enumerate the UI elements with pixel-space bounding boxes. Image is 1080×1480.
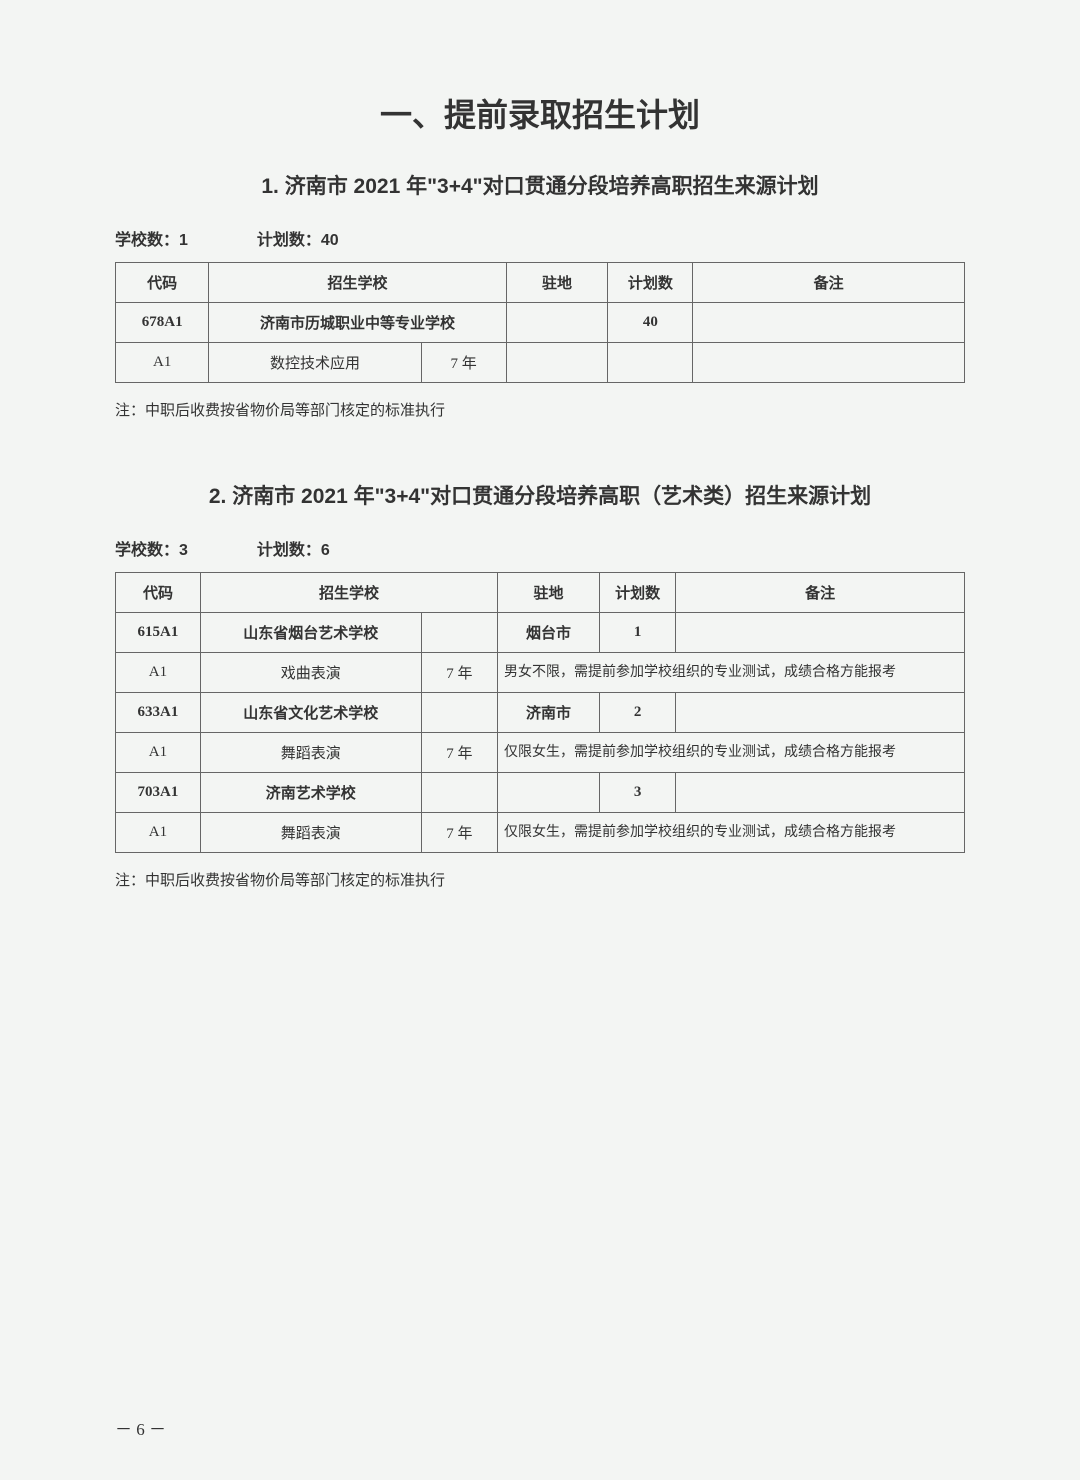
section2-table: 代码 招生学校 驻地 计划数 备注 615A1 山东省烟台艺术学校 烟台市 1 … <box>115 572 965 853</box>
cell-school: 戏曲表演 <box>200 653 421 693</box>
cell-code: A1 <box>116 653 201 693</box>
cell-location: 烟台市 <box>498 613 600 653</box>
section2-title: 2. 济南市 2021 年"3+4"对口贯通分段培养高职（艺术类）招生来源计划 <box>115 480 965 510</box>
meta-school-count: 3 <box>179 542 188 559</box>
table-row: A1 舞蹈表演 7 年 仅限女生，需提前参加学校组织的专业测试，成绩合格方能报考 <box>116 813 965 853</box>
cell-major: 数控技术应用 <box>209 343 421 383</box>
cell-location <box>498 773 600 813</box>
cell-duration: 7 年 <box>421 733 497 773</box>
cell-code: 678A1 <box>116 303 209 343</box>
cell-remark <box>676 693 965 733</box>
cell-duration <box>421 613 497 653</box>
cell-code: 703A1 <box>116 773 201 813</box>
cell-location <box>506 343 608 383</box>
cell-remark <box>693 343 965 383</box>
cell-school: 济南市历城职业中等专业学校 <box>209 303 506 343</box>
table-row: A1 数控技术应用 7 年 <box>116 343 965 383</box>
cell-school: 济南艺术学校 <box>200 773 421 813</box>
col-code: 代码 <box>116 263 209 303</box>
cell-plan: 3 <box>599 773 675 813</box>
cell-remark <box>676 773 965 813</box>
cell-plan: 40 <box>608 303 693 343</box>
cell-remark: 男女不限，需提前参加学校组织的专业测试，成绩合格方能报考 <box>498 653 965 693</box>
cell-remark <box>693 303 965 343</box>
table-header-row: 代码 招生学校 驻地 计划数 备注 <box>116 263 965 303</box>
cell-code: A1 <box>116 813 201 853</box>
col-code: 代码 <box>116 573 201 613</box>
table-row: A1 戏曲表演 7 年 男女不限，需提前参加学校组织的专业测试，成绩合格方能报考 <box>116 653 965 693</box>
cell-code: A1 <box>116 343 209 383</box>
meta-plan-count: 40 <box>321 232 339 249</box>
cell-code: 615A1 <box>116 613 201 653</box>
cell-school: 舞蹈表演 <box>200 813 421 853</box>
cell-duration: 7 年 <box>421 653 497 693</box>
cell-school: 山东省文化艺术学校 <box>200 693 421 733</box>
cell-location: 济南市 <box>498 693 600 733</box>
section1-table: 代码 招生学校 驻地 计划数 备注 678A1 济南市历城职业中等专业学校 40… <box>115 262 965 383</box>
table-row: 678A1 济南市历城职业中等专业学校 40 <box>116 303 965 343</box>
col-plan: 计划数 <box>608 263 693 303</box>
cell-remark: 仅限女生，需提前参加学校组织的专业测试，成绩合格方能报考 <box>498 733 965 773</box>
col-location: 驻地 <box>506 263 608 303</box>
page-number: － 6 － <box>115 1415 166 1440</box>
col-school: 招生学校 <box>200 573 497 613</box>
meta-school-label: 学校数： <box>115 542 179 559</box>
meta-school-label: 学校数： <box>115 232 179 249</box>
cell-code: 633A1 <box>116 693 201 733</box>
meta-plan-label: 计划数： <box>257 232 321 249</box>
cell-duration: 7 年 <box>421 343 506 383</box>
cell-remark: 仅限女生，需提前参加学校组织的专业测试，成绩合格方能报考 <box>498 813 965 853</box>
section2-meta: 学校数：3 计划数：6 <box>115 536 965 560</box>
section1-meta: 学校数：1 计划数：40 <box>115 226 965 250</box>
meta-plan-label: 计划数： <box>257 542 321 559</box>
cell-location <box>506 303 608 343</box>
table-header-row: 代码 招生学校 驻地 计划数 备注 <box>116 573 965 613</box>
table-row: A1 舞蹈表演 7 年 仅限女生，需提前参加学校组织的专业测试，成绩合格方能报考 <box>116 733 965 773</box>
col-school: 招生学校 <box>209 263 506 303</box>
cell-duration <box>421 773 497 813</box>
cell-code: A1 <box>116 733 201 773</box>
cell-duration: 7 年 <box>421 813 497 853</box>
table-row: 703A1 济南艺术学校 3 <box>116 773 965 813</box>
cell-school: 山东省烟台艺术学校 <box>200 613 421 653</box>
cell-school: 舞蹈表演 <box>200 733 421 773</box>
col-remark: 备注 <box>693 263 965 303</box>
col-location: 驻地 <box>498 573 600 613</box>
cell-duration <box>421 693 497 733</box>
meta-plan-count: 6 <box>321 542 330 559</box>
table-row: 615A1 山东省烟台艺术学校 烟台市 1 <box>116 613 965 653</box>
main-title: 一、提前录取招生计划 <box>115 90 965 136</box>
section1-note: 注：中职后收费按省物价局等部门核定的标准执行 <box>115 399 965 420</box>
cell-plan <box>608 343 693 383</box>
cell-remark <box>676 613 965 653</box>
col-remark: 备注 <box>676 573 965 613</box>
section2-note: 注：中职后收费按省物价局等部门核定的标准执行 <box>115 869 965 890</box>
table-row: 633A1 山东省文化艺术学校 济南市 2 <box>116 693 965 733</box>
col-plan: 计划数 <box>599 573 675 613</box>
cell-plan: 1 <box>599 613 675 653</box>
section1-title: 1. 济南市 2021 年"3+4"对口贯通分段培养高职招生来源计划 <box>115 170 965 200</box>
meta-school-count: 1 <box>179 232 188 249</box>
cell-plan: 2 <box>599 693 675 733</box>
